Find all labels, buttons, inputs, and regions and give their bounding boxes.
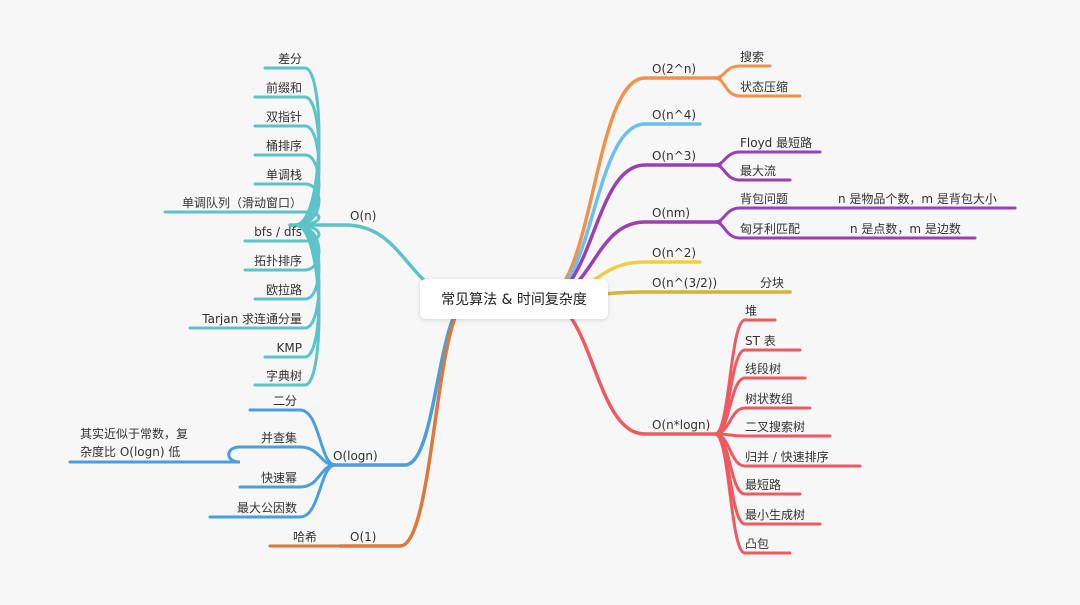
child-label-onlogn-8[interactable]: 凸包 (745, 537, 770, 551)
child-note-ologn-1: 其实近似于常数，复 杂度比 O(logn) 低 (80, 427, 189, 459)
branch-label-on3[interactable]: O(n^3) (652, 149, 697, 163)
child-label-on32-0[interactable]: 分块 (760, 276, 785, 290)
child-label-on3-0[interactable]: Floyd 最短路 (740, 136, 813, 150)
child-label-o1-0[interactable]: 哈希 (292, 530, 317, 544)
root-label: 常见算法 & 时间复杂度 (441, 292, 587, 308)
child-edge-onlogn-8 (713, 432, 792, 555)
child-edge-on3-1 (713, 163, 792, 182)
branch-label-on[interactable]: O(n) (350, 209, 377, 223)
child-label-on3-1[interactable]: 最大流 (740, 164, 777, 178)
child-label-onlogn-2[interactable]: 线段树 (745, 362, 782, 376)
child-edge-onm-1 (713, 220, 977, 240)
branch-edge-ologn (328, 297, 472, 467)
child-label-onlogn-4[interactable]: 二叉搜索树 (745, 420, 806, 434)
child-label-on-5[interactable]: 单调队列（滑动窗口） (181, 196, 302, 210)
branch-label-onm[interactable]: O(nm) (652, 206, 691, 220)
branch-label-onlogn[interactable]: O(n*logn) (652, 418, 711, 432)
child-label-on-4[interactable]: 单调栈 (265, 168, 302, 182)
child-label-on-8[interactable]: 欧拉路 (265, 283, 302, 297)
branch-label-ologn[interactable]: O(logn) (333, 449, 378, 463)
branch-label-on2[interactable]: O(n^2) (652, 246, 697, 260)
child-edge-ologn-1 (238, 445, 337, 467)
branch-edge-onlogn (540, 297, 722, 436)
child-label-on-3[interactable]: 桶排序 (265, 139, 302, 153)
child-label-on-0[interactable]: 差分 (277, 52, 302, 66)
child-label-on-10[interactable]: KMP (276, 341, 302, 355)
child-edge-on-5 (163, 210, 321, 227)
child-label-onlogn-1[interactable]: ST 表 (745, 334, 776, 348)
child-note-onm-0: n 是物品个数，m 是背包大小 (838, 192, 997, 206)
child-label-onlogn-0[interactable]: 堆 (745, 304, 758, 318)
child-label-o2n-0[interactable]: 搜索 (740, 50, 765, 64)
branch-label-o1[interactable]: O(1) (350, 530, 377, 544)
child-edge-onm-0 (713, 206, 1017, 224)
child-label-onlogn-6[interactable]: 最短路 (745, 478, 782, 492)
child-label-ologn-1[interactable]: 并查集 (260, 431, 297, 445)
child-edge-o2n-0 (713, 64, 772, 80)
branch-label-on4[interactable]: O(n^4) (652, 108, 697, 122)
child-label-on-7[interactable]: 拓扑排序 (253, 254, 302, 268)
child-label-ologn-2[interactable]: 快速幂 (260, 471, 297, 485)
child-edge-o2n-1 (713, 76, 802, 98)
child-label-onm-0[interactable]: 背包问题 (740, 192, 789, 206)
child-label-on-9[interactable]: Tarjan 求连通分量 (202, 312, 302, 326)
note-edge-ologn-1 (68, 445, 242, 464)
child-edge-on-11 (253, 223, 321, 387)
child-label-on-2[interactable]: 双指针 (265, 110, 302, 124)
child-label-onm-1[interactable]: 匈牙利匹配 (740, 222, 801, 236)
child-label-ologn-0[interactable]: 二分 (272, 394, 297, 408)
child-label-o2n-1[interactable]: 状态压缩 (740, 80, 789, 94)
branch-label-o2n[interactable]: O(2^n) (652, 62, 697, 76)
child-label-on-6[interactable]: bfs / dfs (254, 225, 302, 239)
branch-label-on32[interactable]: O(n^(3/2)) (652, 276, 718, 290)
child-note-onm-1: n 是点数，m 是边数 (850, 222, 961, 236)
branch-edge-o1 (338, 297, 472, 548)
child-label-onlogn-5[interactable]: 归并 / 快速排序 (745, 450, 829, 464)
child-label-on-11[interactable]: 字典树 (265, 369, 302, 383)
child-label-onlogn-3[interactable]: 树状数组 (745, 392, 794, 406)
child-label-onlogn-7[interactable]: 最小生成树 (745, 508, 806, 522)
child-label-ologn-3[interactable]: 最大公因数 (236, 501, 297, 515)
root-node[interactable]: 常见算法 & 时间复杂度 (420, 279, 608, 319)
child-edge-ologn-3 (208, 463, 337, 519)
child-label-on-1[interactable]: 前缀和 (265, 81, 302, 95)
